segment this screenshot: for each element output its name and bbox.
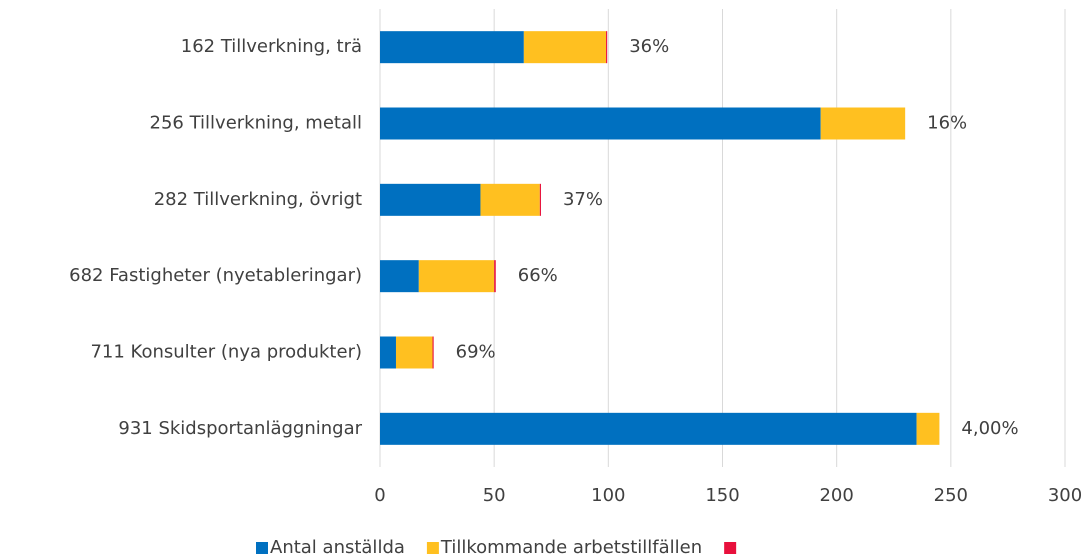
bar-segment: [820, 107, 906, 140]
bar-annotation: 37%: [563, 189, 603, 210]
y-tick-label: 931 Skidsportanläggningar: [118, 418, 362, 439]
bar-segment: [380, 183, 481, 216]
legend-swatch: [426, 542, 439, 554]
bar-annotation: 69%: [456, 342, 496, 363]
x-tick-label: 0: [374, 485, 385, 506]
legend-label: Tillkommande arbetstillfällen: [440, 537, 702, 558]
bar-annotation: 36%: [629, 36, 669, 57]
bar-annotation: 4,00%: [961, 418, 1018, 439]
y-tick-label: 162 Tillverkning, trä: [181, 36, 362, 57]
y-tick-label: 256 Tillverkning, metall: [150, 113, 362, 134]
legend-swatch: [256, 542, 268, 554]
legend-label: Antal anställda: [270, 537, 405, 558]
bar-segment: [380, 260, 419, 293]
bar-segment: [380, 412, 917, 445]
bar-segment: [606, 31, 608, 64]
bar-segment: [418, 260, 495, 293]
bar-annotation: 16%: [927, 113, 967, 134]
bar-segment: [916, 412, 940, 445]
bar-segment: [380, 336, 396, 369]
x-tick-label: 100: [591, 485, 625, 506]
bar-annotation: 66%: [518, 265, 558, 286]
legend-swatch: [724, 542, 737, 554]
y-tick-label: 711 Konsulter (nya produkter): [90, 342, 362, 363]
x-tick-label: 300: [1048, 485, 1082, 506]
bar-segment: [494, 260, 496, 293]
bar-segment: [539, 183, 541, 216]
bar-segment: [380, 107, 821, 140]
bar-segment: [480, 183, 540, 216]
y-tick-label: 682 Fastigheter (nyetableringar): [69, 265, 362, 286]
x-tick-label: 200: [819, 485, 853, 506]
y-tick-label: 282 Tillverkning, övrigt: [154, 189, 362, 210]
x-tick-label: 150: [705, 485, 739, 506]
bar-segment: [380, 31, 524, 64]
x-tick-label: 50: [483, 485, 506, 506]
x-tick-label: 250: [934, 485, 968, 506]
bar-segment: [523, 31, 607, 64]
bar-segment: [395, 336, 433, 369]
bar-segment: [432, 336, 434, 369]
